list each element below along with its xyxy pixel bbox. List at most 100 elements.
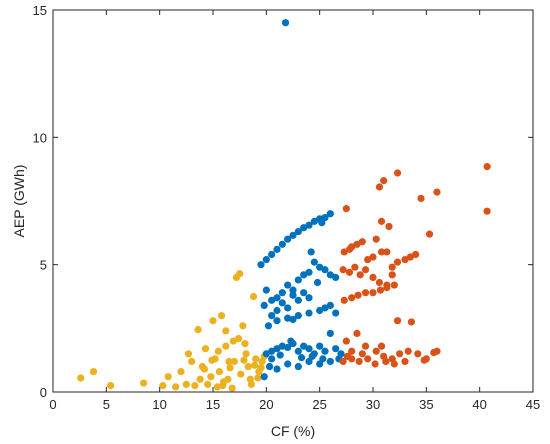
- data-point-s1-42: [247, 380, 255, 388]
- data-point-s3-53: [404, 347, 412, 355]
- data-point-s3-26: [372, 235, 380, 243]
- data-point-s1-4: [140, 379, 148, 387]
- data-point-s3-57: [433, 347, 441, 355]
- data-point-s3-43: [390, 281, 398, 289]
- data-point-s3-45: [407, 318, 415, 326]
- data-point-s2-76: [268, 355, 276, 363]
- data-point-s3-35: [388, 271, 396, 279]
- x-tick-label-1: 5: [103, 397, 110, 412]
- data-point-s1-6: [164, 373, 172, 381]
- x-axis-title: CF (%): [271, 423, 315, 439]
- data-point-s3-49: [372, 347, 380, 355]
- data-point-s2-32: [260, 301, 268, 310]
- data-point-s3-14: [340, 248, 348, 256]
- data-point-s2-39: [300, 289, 308, 297]
- y-axis-title: AEP (GWh): [11, 165, 27, 238]
- data-point-s3-62: [371, 360, 379, 368]
- plot-background: [53, 10, 533, 392]
- data-point-s3-38: [354, 291, 362, 299]
- data-point-s3-67: [348, 347, 356, 355]
- x-tick-label-9: 45: [526, 397, 540, 412]
- data-point-s3-36: [340, 296, 348, 304]
- data-point-s3-12: [358, 238, 366, 246]
- data-point-s1-40: [237, 370, 245, 378]
- data-point-s3-66: [420, 356, 428, 364]
- data-point-s1-17: [207, 373, 215, 381]
- data-point-s1-25: [224, 375, 232, 383]
- data-point-s3-37: [348, 294, 356, 302]
- data-point-s2-17: [262, 286, 270, 294]
- data-point-s2-52: [262, 350, 270, 358]
- data-point-s2-81: [319, 355, 327, 363]
- data-point-s2-79: [297, 354, 306, 362]
- data-point-s2-78: [287, 337, 295, 345]
- data-point-s2-46: [316, 306, 324, 315]
- x-tick-label-3: 15: [206, 397, 220, 412]
- data-point-s2-21: [284, 281, 292, 289]
- data-point-s1-2: [89, 368, 98, 376]
- data-point-s3-58: [339, 357, 347, 366]
- data-point-s3-30: [356, 271, 364, 279]
- data-point-s3-31: [361, 266, 370, 274]
- data-point-s1-51: [257, 364, 265, 372]
- data-point-s2-50: [332, 309, 340, 317]
- y-tick-label-3: 15: [33, 3, 47, 18]
- data-point-s3-28: [345, 268, 354, 276]
- data-point-s2-9: [294, 227, 302, 236]
- data-point-s1-10: [184, 350, 193, 358]
- data-point-s1-48: [225, 357, 233, 366]
- data-point-s2-15: [326, 210, 334, 218]
- data-point-s1-7: [172, 383, 180, 391]
- data-point-s2-63: [321, 347, 329, 355]
- plot-frame: [52, 9, 534, 393]
- data-point-s2-70: [294, 362, 302, 371]
- data-point-s3-15: [364, 255, 372, 264]
- data-point-s1-27: [228, 384, 236, 392]
- data-point-s2-16: [318, 219, 326, 227]
- data-point-s2-49: [332, 273, 340, 281]
- data-point-s3-32: [369, 273, 377, 281]
- x-tick-label-8: 40: [472, 397, 486, 412]
- data-point-s2-11: [305, 221, 313, 229]
- data-point-s1-5: [159, 382, 167, 390]
- data-point-s3-19: [388, 263, 396, 271]
- y-tick-label-1: 5: [40, 258, 47, 273]
- data-point-s2-40: [305, 294, 313, 302]
- data-point-s1-31: [239, 322, 247, 330]
- data-point-s2-22: [289, 286, 297, 294]
- data-point-s2-60: [305, 345, 313, 353]
- data-point-s2-31: [307, 248, 315, 256]
- data-point-s1-30: [236, 269, 244, 278]
- data-point-s3-40: [369, 289, 377, 297]
- data-point-s2-18: [268, 296, 276, 304]
- data-point-s2-3: [262, 255, 270, 264]
- data-point-s3-11: [353, 240, 361, 248]
- data-point-s2-28: [321, 266, 329, 274]
- data-point-s3-5: [425, 230, 434, 238]
- data-point-s3-9: [342, 205, 350, 213]
- data-point-s3-33: [375, 278, 383, 287]
- x-tick-label-2: 10: [152, 397, 166, 412]
- data-point-s3-68: [358, 350, 366, 358]
- data-point-s1-55: [219, 382, 227, 390]
- data-point-s1-26: [226, 364, 234, 372]
- data-point-s1-9: [182, 380, 190, 388]
- data-point-s2-67: [265, 362, 274, 371]
- data-point-s1-12: [191, 382, 199, 390]
- data-point-s2-1: [281, 19, 290, 27]
- data-point-s1-43: [222, 327, 230, 335]
- data-point-s3-25: [385, 222, 393, 231]
- data-point-s1-21: [215, 368, 223, 376]
- data-point-s3-24: [377, 217, 386, 225]
- data-point-s1-22: [217, 312, 226, 320]
- data-point-s2-23: [294, 276, 302, 284]
- data-point-s3-16: [369, 253, 377, 261]
- data-point-s2-41: [264, 322, 273, 330]
- data-point-s2-19: [273, 294, 281, 302]
- data-point-s3-65: [401, 357, 409, 366]
- data-point-s1-45: [200, 365, 209, 373]
- data-point-s2-48: [326, 301, 334, 310]
- data-point-s3-1: [483, 163, 491, 171]
- data-point-s3-63: [382, 357, 390, 366]
- data-point-s3-17: [377, 248, 386, 256]
